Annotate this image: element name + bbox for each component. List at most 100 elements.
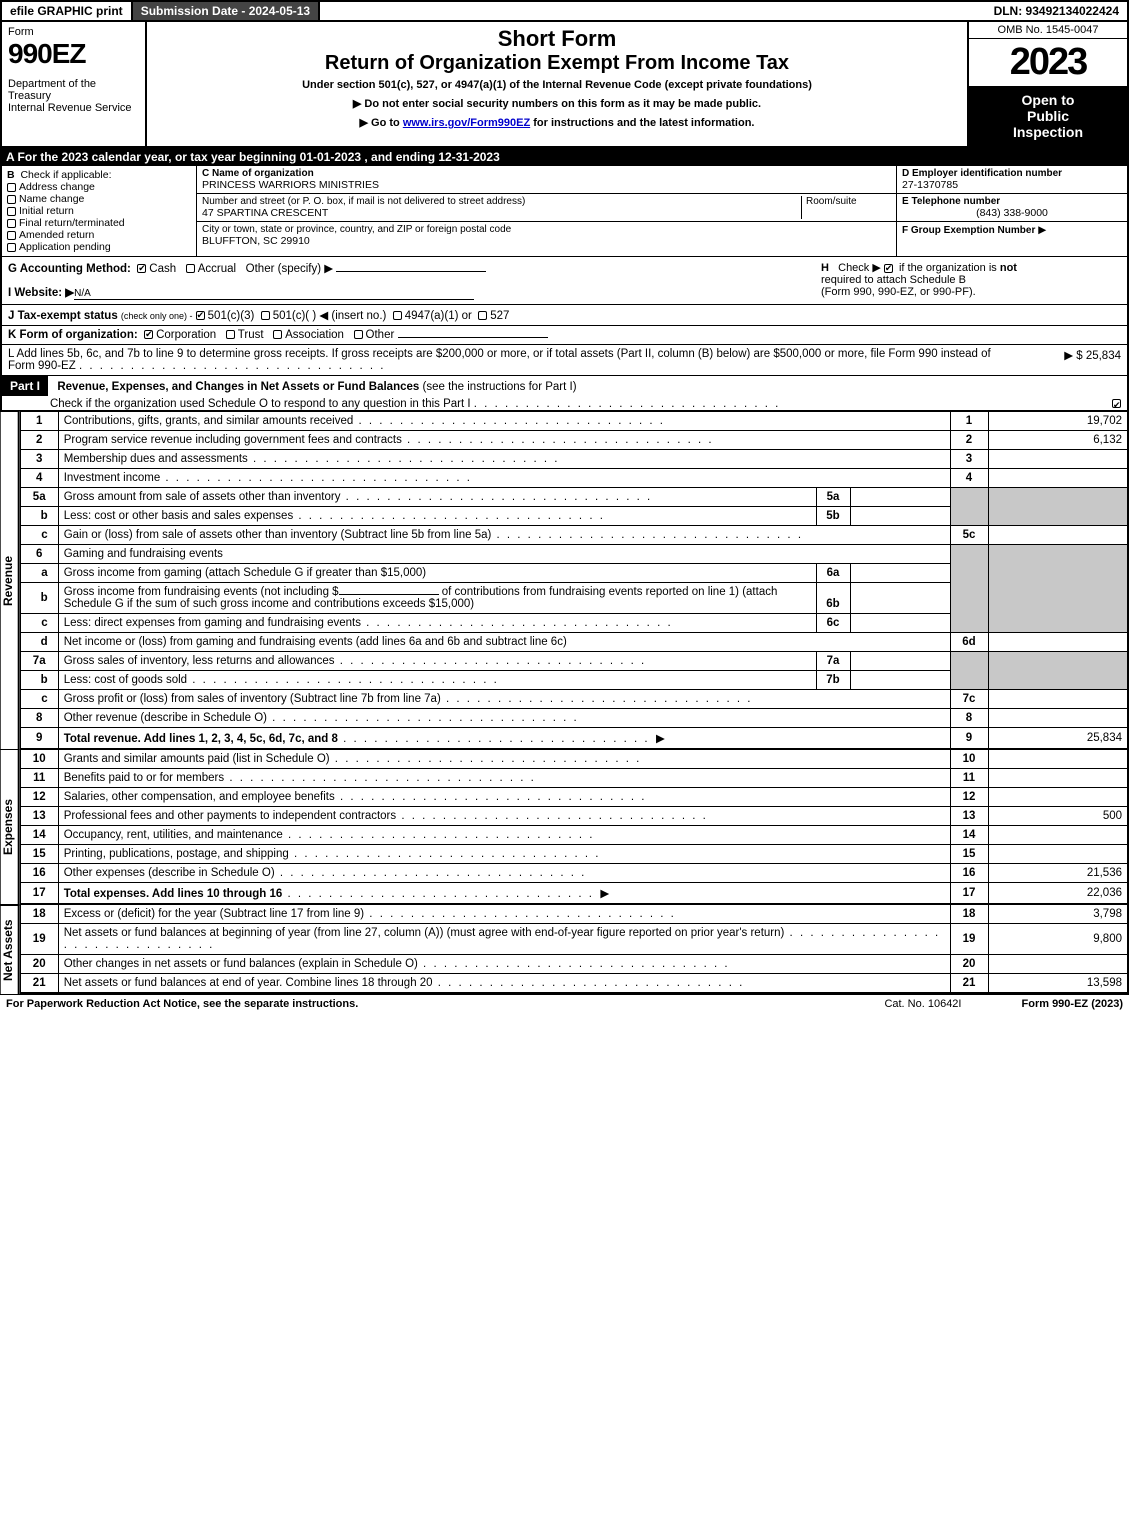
footer-right: Form 990-EZ (2023) [1022, 998, 1124, 1010]
f-arrow-icon: ▶ [1038, 224, 1046, 236]
revenue-section-label: Revenue [0, 411, 20, 749]
line-9: 9Total revenue. Add lines 1, 2, 3, 4, 5c… [20, 728, 1128, 749]
form-number: 990EZ [8, 38, 139, 70]
omb-number: OMB No. 1545-0047 [969, 22, 1127, 39]
l-gross-receipts: ▶ $ 25,834 [1011, 348, 1121, 372]
chk-other-org[interactable] [354, 330, 363, 339]
website-value: N/A [74, 288, 474, 300]
part-i-title: Revenue, Expenses, and Changes in Net As… [57, 381, 419, 393]
chk-final-return[interactable] [7, 219, 16, 228]
box-b: B Check if applicable: Address change Na… [2, 166, 197, 256]
other-org-input[interactable] [398, 337, 548, 338]
revenue-lines-table: 1Contributions, gifts, grants, and simil… [20, 411, 1129, 749]
line-19: 19Net assets or fund balances at beginni… [20, 924, 1128, 955]
opt-4947: 4947(a)(1) or [405, 310, 472, 322]
page-footer: For Paperwork Reduction Act Notice, see … [0, 994, 1129, 1013]
line-a-calendar-year: A For the 2023 calendar year, or tax yea… [0, 148, 1129, 166]
street-address: 47 SPARTINA CRESCENT [202, 207, 801, 219]
row-k: K Form of organization: Corporation Trus… [0, 326, 1129, 345]
opt-other-specify: Other (specify) ▶ [246, 263, 333, 275]
line-14: 14Occupancy, rent, utilities, and mainte… [20, 826, 1128, 845]
tax-year: 2023 [969, 39, 1127, 86]
chk-accrual[interactable] [186, 264, 195, 273]
form-header: Form 990EZ Department of the Treasury In… [0, 22, 1129, 148]
h-check-text: Check ▶ [838, 262, 881, 274]
line-16: 16Other expenses (describe in Schedule O… [20, 864, 1128, 883]
b-letter: B [7, 169, 15, 181]
chk-trust[interactable] [226, 330, 235, 339]
line-11: 11Benefits paid to or for members11 [20, 769, 1128, 788]
opt-corporation: Corporation [156, 329, 216, 341]
footer-cat-no: Cat. No. 10642I [884, 998, 961, 1010]
h-letter: H [821, 262, 829, 274]
other-specify-input[interactable] [336, 271, 486, 272]
h-not: not [1000, 262, 1017, 274]
efile-link[interactable]: efile GRAPHIC print [2, 2, 133, 20]
b-check-label: Check if applicable: [20, 169, 111, 181]
footer-left: For Paperwork Reduction Act Notice, see … [6, 998, 358, 1010]
goto-post: for instructions and the latest informat… [530, 117, 754, 129]
city-state-zip: BLUFFTON, SC 29910 [202, 235, 891, 247]
line-6d: dNet income or (loss) from gaming and fu… [20, 633, 1128, 652]
chk-501c3[interactable] [196, 311, 205, 320]
chk-schedule-b[interactable] [884, 264, 893, 273]
subtitle: Under section 501(c), 527, or 4947(a)(1)… [155, 79, 959, 91]
h-text3: required to attach Schedule B [821, 274, 966, 286]
line-17: 17Total expenses. Add lines 10 through 1… [20, 883, 1128, 904]
chk-corporation[interactable] [144, 330, 153, 339]
e-label: E Telephone number [902, 196, 1122, 207]
opt-amended-return: Amended return [19, 229, 94, 241]
opt-other-org: Other [366, 329, 395, 341]
insp-3: Inspection [973, 124, 1123, 140]
chk-address-change[interactable] [7, 183, 16, 192]
form-word: Form [8, 26, 139, 38]
line-10: 10Grants and similar amounts paid (list … [20, 750, 1128, 769]
chk-application-pending[interactable] [7, 243, 16, 252]
chk-501c[interactable] [261, 311, 270, 320]
chk-amended-return[interactable] [7, 231, 16, 240]
h-text2: if the organization is [899, 262, 1000, 274]
j-sub: (check only one) - [121, 311, 193, 321]
header-right: OMB No. 1545-0047 2023 Open to Public In… [967, 22, 1127, 146]
opt-501c3: 501(c)(3) [208, 310, 255, 322]
dln-label: DLN: 93492134022424 [986, 2, 1127, 20]
line-4: 4Investment income4 [20, 469, 1128, 488]
org-name: PRINCESS WARRIORS MINISTRIES [202, 179, 891, 191]
part-i-check-text: Check if the organization used Schedule … [50, 398, 471, 410]
title-return: Return of Organization Exempt From Incom… [155, 52, 959, 75]
chk-schedule-o-part-i[interactable] [1112, 399, 1121, 408]
net-assets-lines-table: 18Excess or (deficit) for the year (Subt… [20, 904, 1129, 994]
chk-527[interactable] [478, 311, 487, 320]
opt-final-return: Final return/terminated [19, 217, 125, 229]
row-gh: G Accounting Method: Cash Accrual Other … [0, 257, 1129, 305]
insp-1: Open to [973, 92, 1123, 108]
box-c: C Name of organization PRINCESS WARRIORS… [197, 166, 897, 256]
g-label: G Accounting Method: [8, 263, 131, 275]
opt-initial-return: Initial return [19, 205, 74, 217]
c-label: C Name of organization [202, 168, 891, 179]
instruction-goto: ▶ Go to www.irs.gov/Form990EZ for instru… [155, 116, 959, 129]
dept-treasury: Department of the Treasury [8, 78, 139, 102]
chk-initial-return[interactable] [7, 207, 16, 216]
expenses-lines-table: 10Grants and similar amounts paid (list … [20, 749, 1129, 904]
opt-trust: Trust [238, 329, 264, 341]
chk-association[interactable] [273, 330, 282, 339]
opt-address-change: Address change [19, 181, 95, 193]
line-20: 20Other changes in net assets or fund ba… [20, 955, 1128, 974]
f-label: F Group Exemption Number [902, 225, 1035, 236]
irs-label: Internal Revenue Service [8, 102, 139, 114]
insp-2: Public [973, 108, 1123, 124]
chk-cash[interactable] [137, 264, 146, 273]
open-to-public: Open to Public Inspection [969, 86, 1127, 146]
line-3: 3Membership dues and assessments3 [20, 450, 1128, 469]
instruction-ssn: ▶ Do not enter social security numbers o… [155, 97, 959, 110]
opt-cash: Cash [149, 263, 176, 275]
chk-name-change[interactable] [7, 195, 16, 204]
top-bar: efile GRAPHIC print Submission Date - 20… [0, 0, 1129, 22]
irs-link[interactable]: www.irs.gov/Form990EZ [403, 117, 530, 129]
opt-application-pending: Application pending [19, 241, 111, 253]
i-label: I Website: ▶ [8, 287, 74, 299]
chk-4947[interactable] [393, 311, 402, 320]
room-label: Room/suite [806, 196, 891, 207]
line-7a: 7aGross sales of inventory, less returns… [20, 652, 1128, 671]
